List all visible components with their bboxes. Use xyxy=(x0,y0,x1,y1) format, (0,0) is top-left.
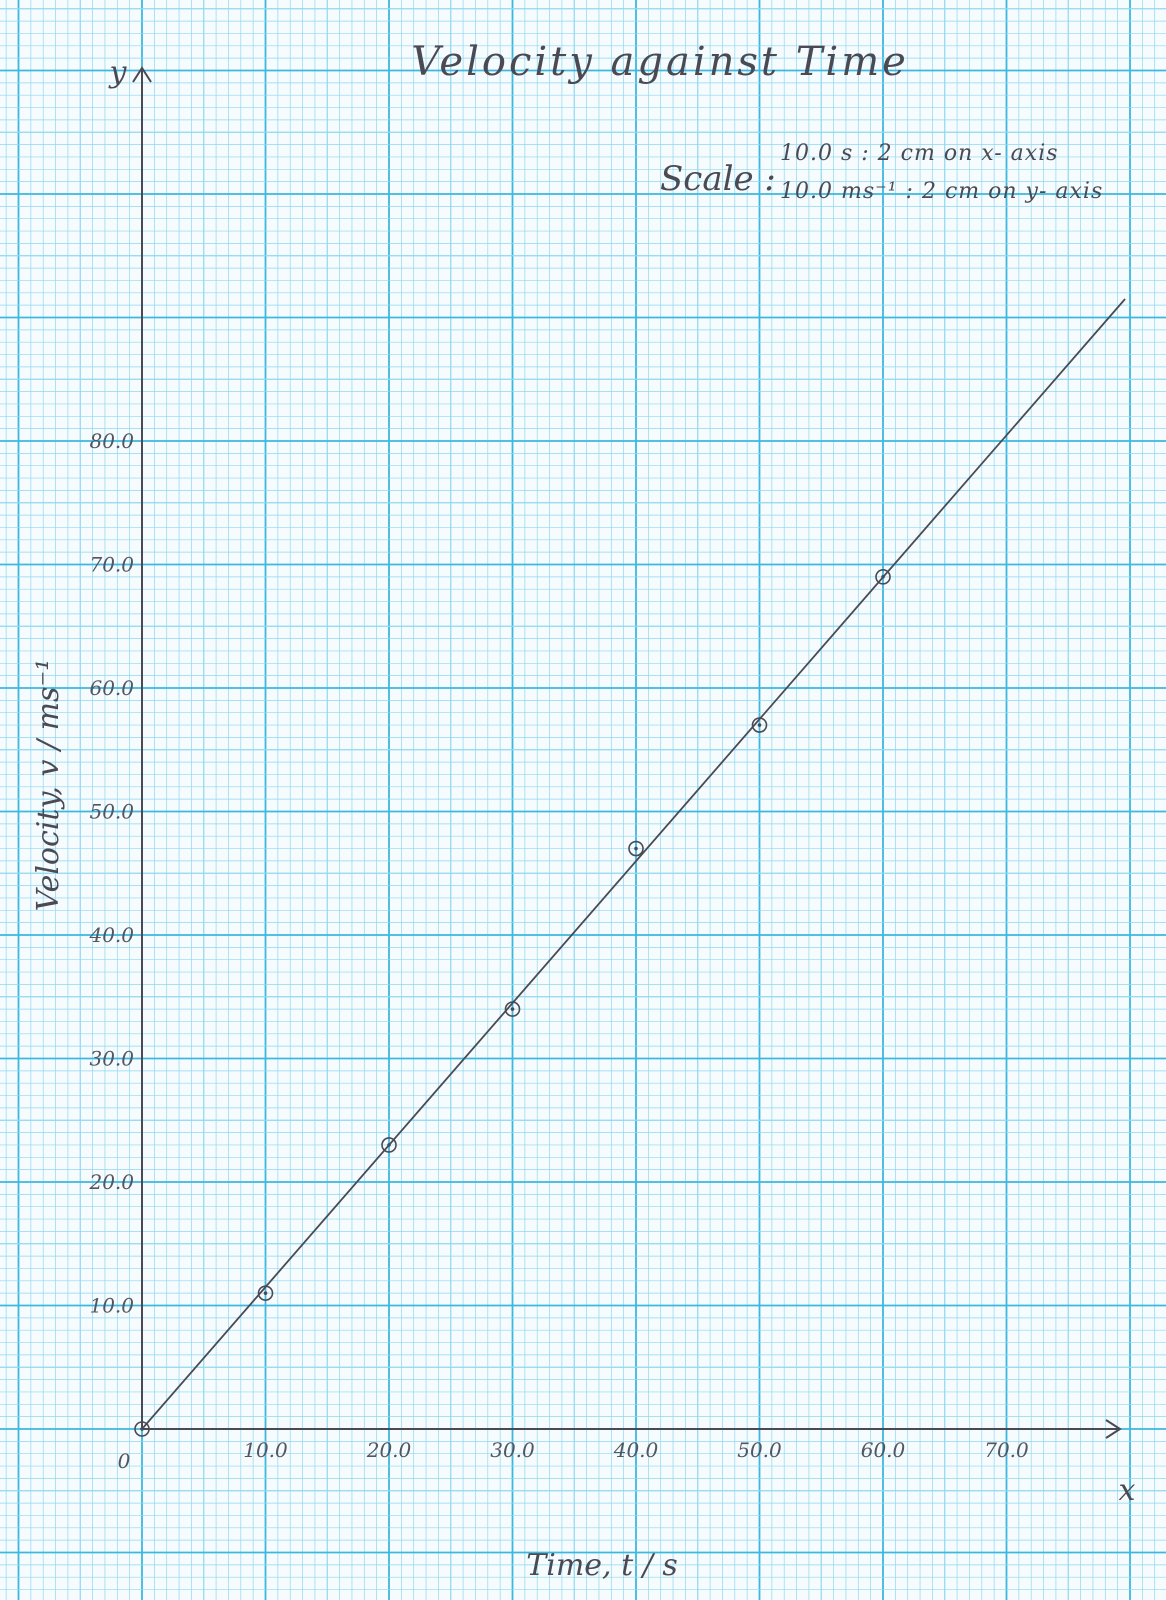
chart-title: Velocity against Time xyxy=(411,39,909,85)
data-point xyxy=(628,840,644,857)
x-tick-label: 30.0 xyxy=(490,1438,535,1462)
y-tick-label: 70.0 xyxy=(89,553,134,577)
data-point xyxy=(381,1137,397,1153)
scale-line-x: 10.0 s : 2 cm on x- axis xyxy=(780,141,1059,166)
data-points xyxy=(134,569,891,1437)
x-tick-label: 60.0 xyxy=(861,1438,906,1462)
y-axis-letter: y xyxy=(108,55,128,90)
tick-labels: 10.0 20.0 30.0 40.0 50.0 60.0 70.0 10.0 20.0 30.0… xyxy=(88,429,1029,1462)
y-tick-label: 20.0 xyxy=(88,1170,134,1194)
x-tick-label: 70.0 xyxy=(984,1438,1029,1462)
x-tick-label: 20.0 xyxy=(366,1438,412,1462)
best-fit-line xyxy=(141,298,1126,1430)
x-tick-label: 40.0 xyxy=(613,1438,659,1462)
y-tick-label: 60.0 xyxy=(89,676,134,700)
data-point xyxy=(504,1001,521,1017)
x-axis-letter: x xyxy=(1119,1473,1136,1508)
x-tick-label: 50.0 xyxy=(737,1438,782,1462)
axes xyxy=(132,66,1122,1439)
y-tick-label: 40.0 xyxy=(88,923,134,947)
scale-key-label: Scale : xyxy=(660,159,776,199)
data-point xyxy=(257,1285,274,1301)
origin-label: 0 xyxy=(118,1449,131,1473)
data-point xyxy=(751,717,768,733)
data-point xyxy=(134,1421,150,1437)
y-tick-label: 10.0 xyxy=(89,1294,134,1318)
x-tick-label: 10.0 xyxy=(243,1438,288,1462)
y-axis-title: Velocity, v / ms⁻¹ xyxy=(31,659,66,912)
x-axis-title: Time, t / s xyxy=(526,1548,678,1583)
scale-line-y: 10.0 ms⁻¹ : 2 cm on y- axis xyxy=(780,179,1103,204)
y-tick-label: 30.0 xyxy=(89,1047,134,1071)
data-point xyxy=(875,569,891,585)
y-tick-label: 50.0 xyxy=(89,800,134,824)
y-axis-arrow xyxy=(132,66,152,83)
x-axis-arrow xyxy=(1105,1419,1122,1439)
y-tick-label: 80.0 xyxy=(89,429,134,453)
best-fit-line-path xyxy=(141,298,1126,1430)
